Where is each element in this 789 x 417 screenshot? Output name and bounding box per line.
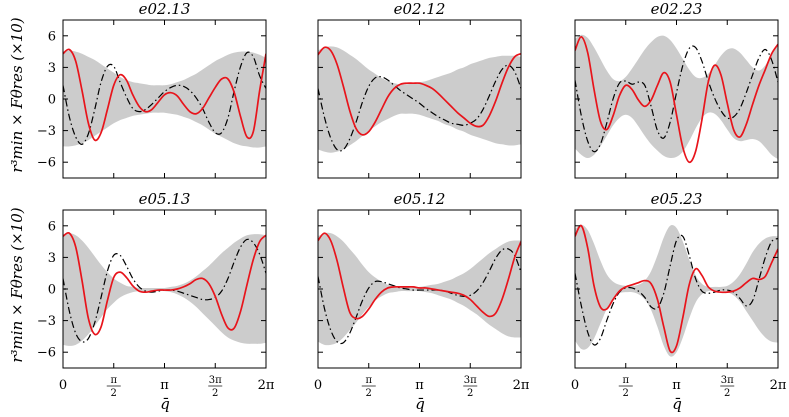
x-tick-label-denominator: 2 (111, 388, 117, 399)
uncertainty-band (63, 50, 266, 148)
uncertainty-band (318, 46, 521, 153)
panel-e02.13: 6 3 0 −3 −6 e02.13 (37, 0, 267, 179)
x-tick-label-numerator: 3π (209, 375, 222, 386)
x-tick-label: 2π (770, 378, 787, 393)
x-tick-label: 0 (571, 378, 579, 393)
plot-area (575, 224, 778, 357)
y-tick-label: 6 (48, 219, 56, 234)
x-tick-label-denominator: 2 (724, 388, 730, 399)
y-tick-label: 3 (48, 251, 56, 266)
panel-e02.12: e02.12 (317, 0, 522, 179)
x-tick-label-numerator: π (622, 375, 629, 386)
red-curve (575, 36, 778, 164)
plot-area (63, 231, 266, 346)
y-tick-label: −6 (37, 156, 56, 171)
panel-title: e02.23 (651, 0, 703, 18)
panel-title: e02.13 (139, 0, 191, 18)
x-tick-label: π (160, 378, 169, 393)
y-axis-label-top: r³min × Fθres (×10) (8, 17, 26, 172)
x-tick-label-numerator: π (365, 375, 372, 386)
x-tick-label: 2π (258, 378, 275, 393)
x-axis-label-left: q̄ (160, 395, 170, 413)
x-tick-label: 0 (314, 378, 322, 393)
red-curve (575, 224, 778, 354)
uncertainty-band (318, 232, 521, 346)
plot-area (63, 48, 266, 148)
panel-title: e02.12 (394, 0, 446, 18)
black-dashdot-curve (318, 247, 521, 345)
y-tick-label: −3 (37, 314, 56, 329)
x-tick-label-denominator: 2 (467, 388, 473, 399)
y-axis-label-bottom: r³min × Fθres (×10) (8, 207, 26, 362)
x-tick-label: π (415, 378, 424, 393)
x-tick-label-denominator: 2 (366, 388, 372, 399)
plot-area (575, 34, 778, 164)
uncertainty-band (575, 224, 778, 357)
black-dashdot-curve (318, 64, 521, 152)
y-tick-label: 0 (48, 283, 56, 298)
x-tick-label: 0 (59, 378, 67, 393)
y-tick-label: −6 (37, 346, 56, 361)
panel-title: e05.12 (394, 190, 446, 208)
x-tick-label-numerator: 3π (721, 375, 734, 386)
uncertainty-band (575, 34, 778, 160)
panel-e02.23: e02.23 (574, 0, 779, 179)
x-tick-label: π (672, 378, 681, 393)
x-tick-label-numerator: 3π (464, 375, 477, 386)
red-curve (318, 232, 521, 320)
plot-area (318, 46, 521, 153)
x-axis-label-middle: q̄ (415, 395, 425, 413)
x-tick-label-numerator: π (110, 375, 117, 386)
red-curve (318, 46, 521, 136)
panel-title: e05.13 (139, 190, 191, 208)
panel-title: e05.23 (651, 190, 703, 208)
red-curve (63, 231, 266, 336)
y-tick-label: −3 (37, 124, 56, 139)
plot-area (318, 232, 521, 346)
x-tick-label: 2π (513, 378, 530, 393)
y-tick-label: 6 (48, 29, 56, 44)
y-tick-label: 3 (48, 61, 56, 76)
y-tick-label: 0 (48, 93, 56, 108)
x-tick-label-denominator: 2 (212, 388, 218, 399)
x-axis-label-right: q̄ (672, 395, 682, 413)
red-curve (63, 48, 266, 142)
x-tick-label-denominator: 2 (623, 388, 629, 399)
